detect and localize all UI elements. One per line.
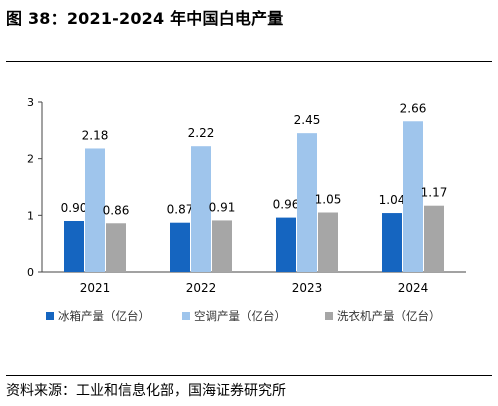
bar-2024-series-2 [424,205,444,272]
bar-value-label: 2.45 [294,113,321,127]
bar-2023-series-0 [276,217,296,272]
bar-value-label: 2.22 [188,126,215,140]
bar-value-label: 0.96 [273,198,300,212]
y-tick-label: 0 [27,266,34,279]
bar-value-label: 1.05 [315,193,342,207]
x-tick-label: 2021 [80,281,111,295]
legend-swatch [182,312,190,320]
legend-swatch [46,312,54,320]
bar-2024-series-1 [403,121,423,273]
figure-title: 图 38：2021-2024 年中国白电产量 [6,9,284,28]
bar-value-label: 1.17 [421,186,448,200]
bar-value-label: 0.87 [167,203,194,217]
x-tick-label: 2022 [186,281,217,295]
bar-value-label: 0.86 [103,203,130,217]
bar-value-label: 0.91 [209,200,236,214]
x-tick-label: 2023 [292,281,323,295]
bar-2022-series-2 [212,220,232,272]
legend-label: 空调产量（亿台） [194,309,286,323]
bottom-rule [6,375,492,376]
bar-2023-series-1 [297,133,317,272]
source-note: 资料来源：工业和信息化部，国海证券研究所 [6,383,286,399]
y-tick-label: 1 [27,209,34,222]
legend-label: 冰箱产量（亿台） [58,309,150,323]
bar-2022-series-1 [191,146,211,272]
legend-swatch [325,312,333,320]
bar-2023-series-2 [318,212,338,272]
bar-value-label: 1.04 [379,193,406,207]
x-tick-label: 2024 [398,281,429,295]
bar-value-label: 2.18 [82,128,109,142]
bar-2021-series-0 [64,221,84,272]
bar-2024-series-0 [382,213,402,272]
bar-value-label: 2.66 [400,101,427,115]
y-tick-label: 2 [27,153,34,166]
bar-2022-series-0 [170,222,190,272]
chart-bars: 0.90 2.18 0.86 0.87 2.22 0.91 0.96 2.45 1.05 1.04… [61,101,448,273]
y-tick-label: 3 [27,96,34,109]
bar-2021-series-1 [85,148,105,272]
bar-chart: 0 1 2 3 2021 2022 2023 2024 0.90 2.18 0.86 0.87 2.2… [27,96,466,323]
bar-value-label: 0.90 [61,201,88,215]
bar-2021-series-2 [106,223,126,272]
legend-label: 洗衣机产量（亿台） [337,309,441,323]
top-rule [6,61,492,62]
chart-legend: 冰箱产量（亿台） 空调产量（亿台） 洗衣机产量（亿台） [46,309,441,323]
